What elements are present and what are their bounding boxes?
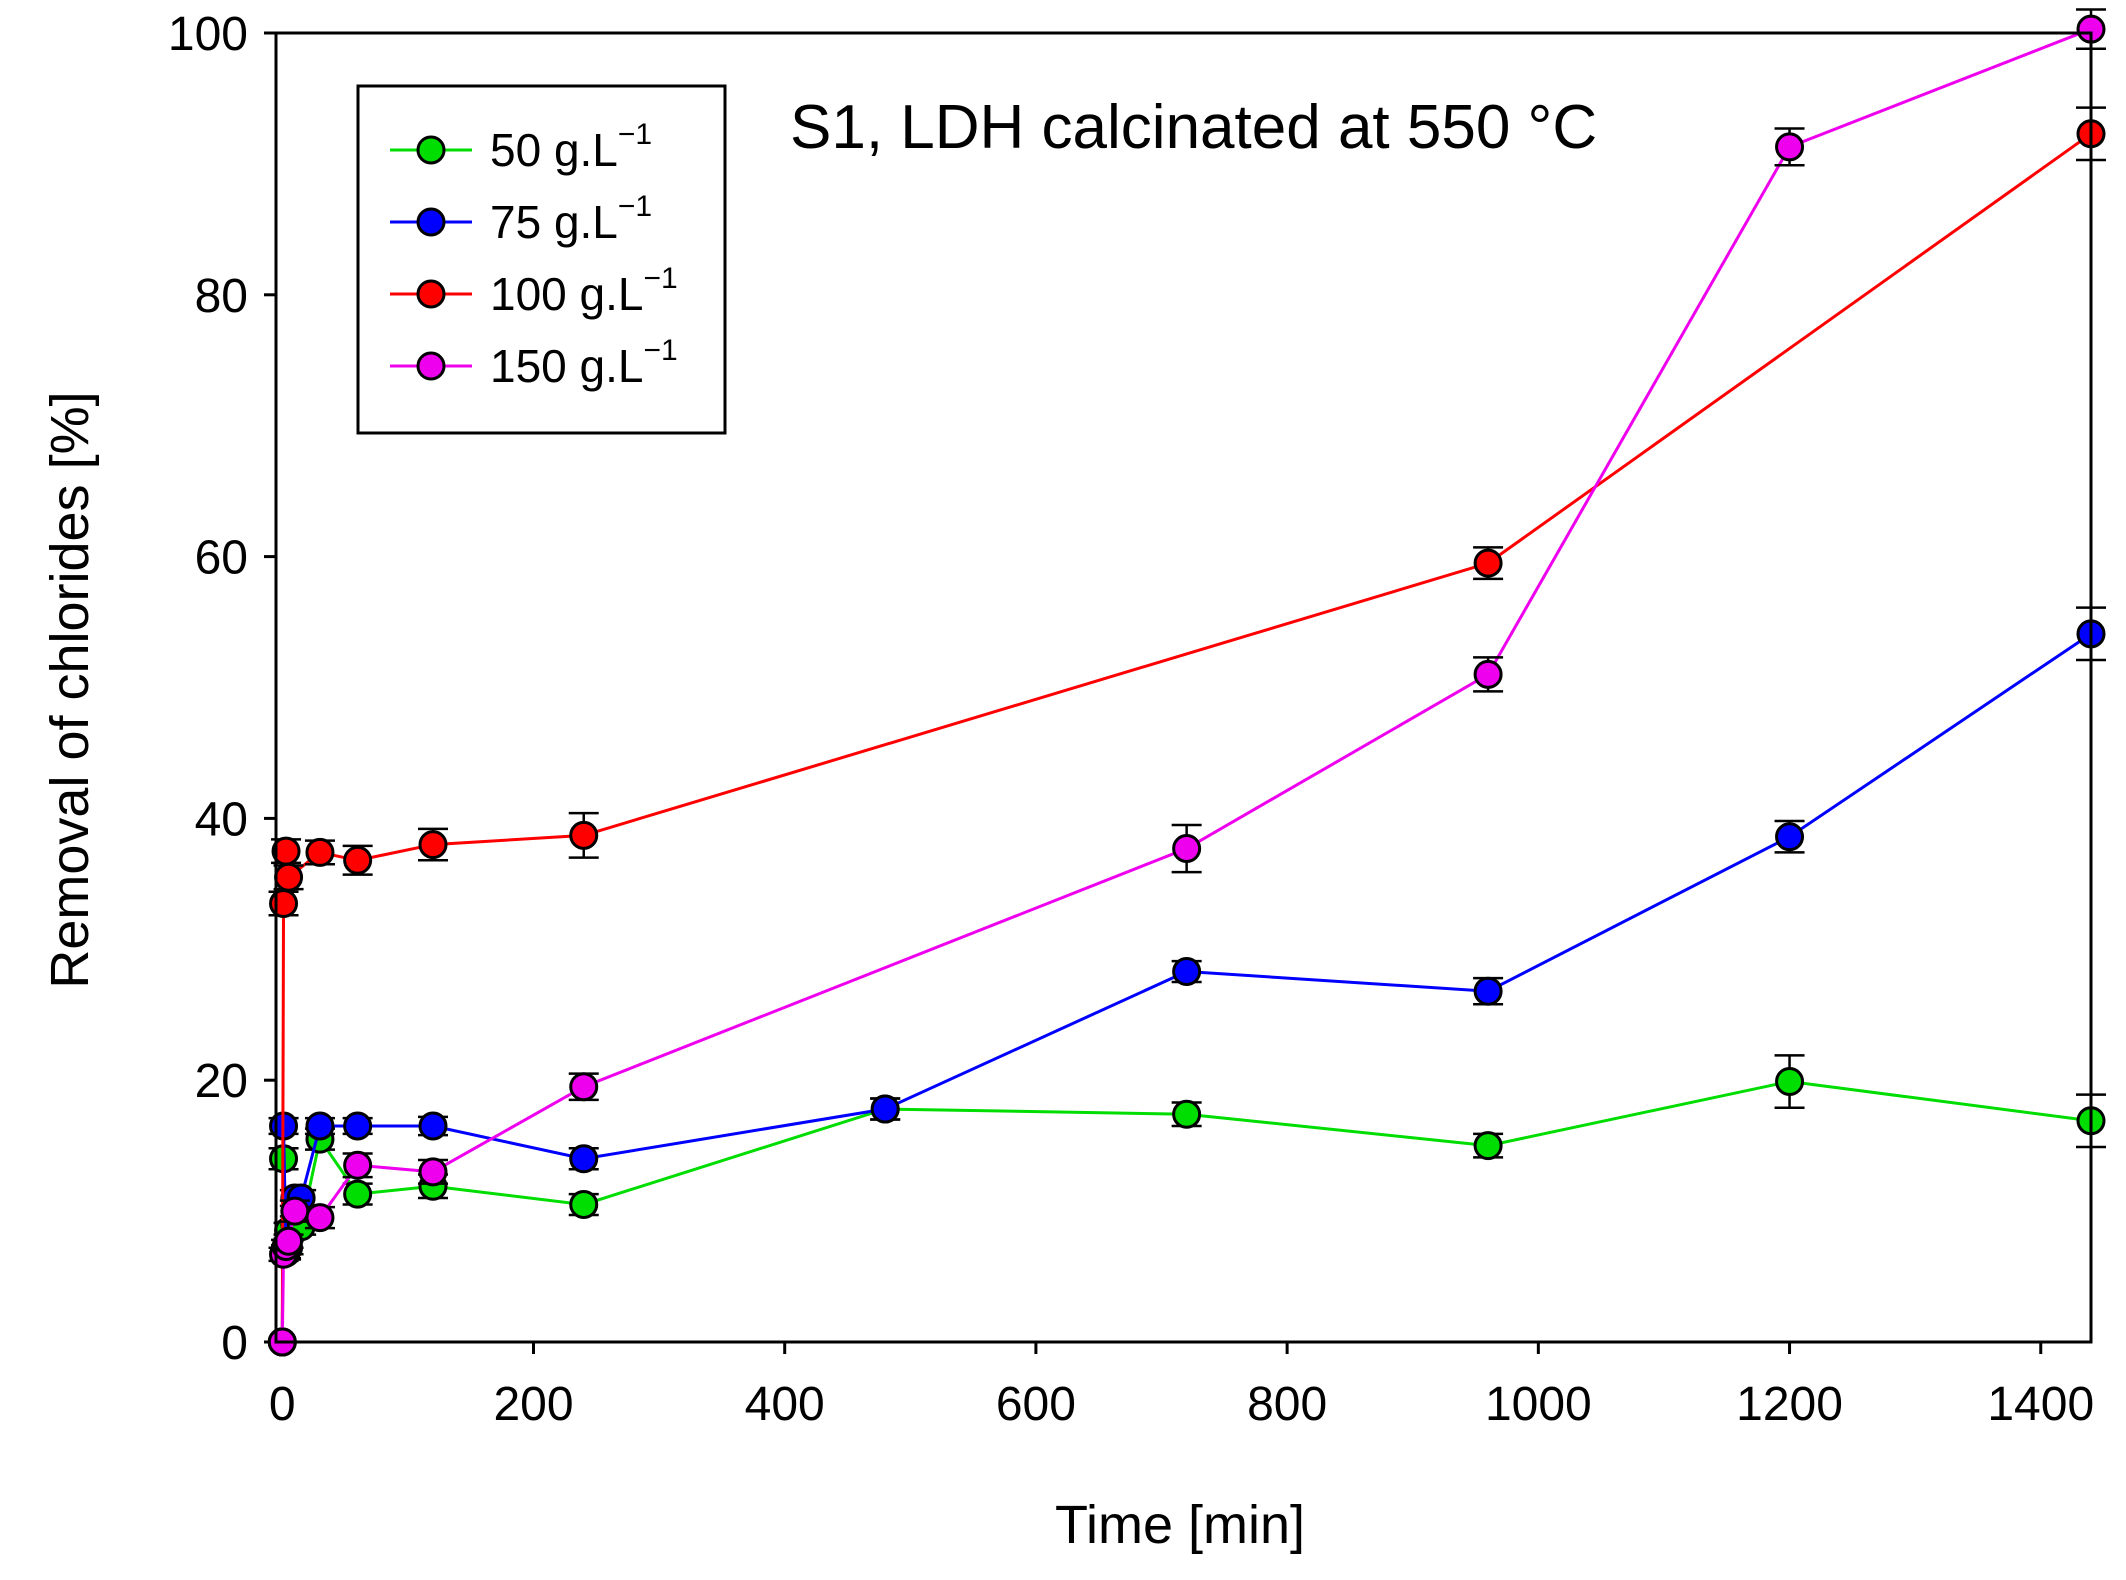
- data-point: [418, 1111, 448, 1141]
- legend-label: 150 g.L−1: [490, 334, 678, 392]
- data-point: [569, 820, 599, 850]
- legend-marker: [416, 207, 446, 237]
- x-tick-label: 600: [996, 1378, 1076, 1431]
- data-point: [569, 1144, 599, 1174]
- axes: 0 200 400 600 800 1000 1200 1400 0 20 40 60 80 100: [168, 8, 2094, 1431]
- data-point: [343, 845, 373, 875]
- data-point: [1172, 1099, 1202, 1129]
- data-point: [305, 1203, 335, 1233]
- data-point: [269, 888, 299, 918]
- legend-label-text: 75 g.L: [490, 196, 618, 248]
- data-point: [870, 1094, 900, 1124]
- legend-item-1: 50 g.L−1: [390, 118, 652, 176]
- legend-item-2: 75 g.L−1: [390, 190, 652, 248]
- legend-label-superscript: −1: [618, 118, 652, 151]
- legend-label-text: 50 g.L: [490, 124, 618, 176]
- data-point: [280, 1196, 310, 1226]
- legend-label-text: 100 g.L: [490, 268, 643, 320]
- data-point: [569, 1190, 599, 1220]
- legend-label-superscript: −1: [643, 262, 677, 295]
- x-tick-label: 1200: [1736, 1378, 1843, 1431]
- data-point: [274, 862, 304, 892]
- data-point: [1775, 1067, 1805, 1097]
- data-point: [305, 1111, 335, 1141]
- x-tick-label: 1000: [1485, 1378, 1592, 1431]
- data-point: [418, 1157, 448, 1187]
- legend-label-superscript: −1: [643, 334, 677, 367]
- y-tick-label: 60: [195, 532, 248, 585]
- legend-marker: [416, 135, 446, 165]
- x-tick-label: 400: [745, 1378, 825, 1431]
- y-tick-label: 100: [168, 8, 248, 61]
- data-point: [1473, 976, 1503, 1006]
- data-point: [1172, 957, 1202, 987]
- data-point: [1775, 822, 1805, 852]
- data-point: [1473, 548, 1503, 578]
- legend-label: 75 g.L−1: [490, 190, 652, 248]
- series-3: [267, 106, 2106, 1357]
- data-point: [1775, 132, 1805, 162]
- y-tick-label: 40: [195, 793, 248, 846]
- x-tick-label: 200: [493, 1378, 573, 1431]
- data-point: [274, 1226, 304, 1256]
- legend-marker: [416, 279, 446, 309]
- annotation: S1, LDH calcinated at 550 °C: [790, 93, 1597, 162]
- legend-label: 50 g.L−1: [490, 118, 652, 176]
- y-tick-label: 0: [221, 1317, 248, 1370]
- legend-marker: [416, 351, 446, 381]
- data-point: [343, 1111, 373, 1141]
- x-tick-label: 0: [269, 1378, 296, 1431]
- data-point: [305, 837, 335, 867]
- data-point: [569, 1072, 599, 1102]
- data-point: [1473, 659, 1503, 689]
- data-point: [418, 830, 448, 860]
- data-point: [343, 1150, 373, 1180]
- x-axis-title: Time [min]: [1055, 1495, 1305, 1555]
- plot-frame: [274, 31, 2093, 1344]
- legend-label-text: 150 g.L: [490, 340, 643, 392]
- data-point: [1172, 834, 1202, 864]
- data-point: [343, 1179, 373, 1209]
- legend-item-4: 150 g.L−1: [390, 334, 678, 392]
- y-axis-title: Removal of chlorides [%]: [40, 391, 100, 988]
- series-layer: [267, 8, 2106, 1357]
- legend-label: 100 g.L−1: [490, 262, 678, 320]
- y-tick-label: 20: [195, 1055, 248, 1108]
- legend-item-3: 100 g.L−1: [390, 262, 678, 320]
- y-tick-label: 80: [195, 270, 248, 323]
- legend-label-superscript: −1: [618, 190, 652, 223]
- x-tick-label: 1400: [1987, 1378, 2094, 1431]
- data-point: [1473, 1131, 1503, 1161]
- x-tick-label: 800: [1247, 1378, 1327, 1431]
